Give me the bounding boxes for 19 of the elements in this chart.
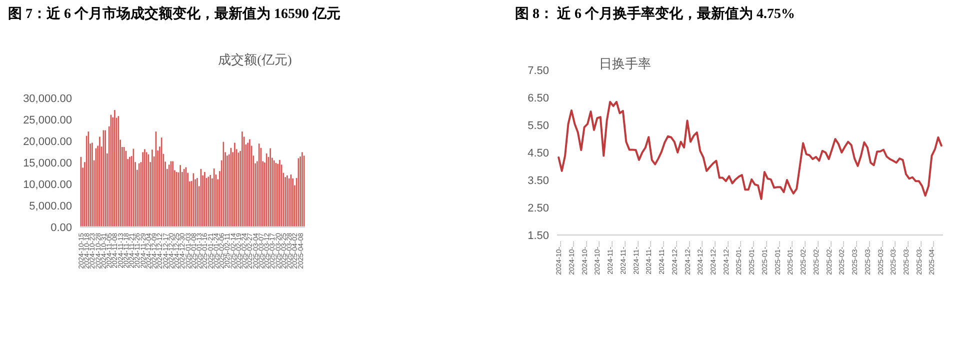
- y-tick-label: 0.00: [50, 222, 72, 234]
- y-tick-label: 7.50: [528, 65, 549, 77]
- y-tick-label: 1.50: [528, 230, 549, 242]
- y-tick-label: 15,000.00: [23, 158, 72, 170]
- chart-title: 图 8： 近 6 个月换手率变化，最新值为 4.75%: [515, 5, 795, 22]
- chart-subtitle: 日换手率: [599, 56, 651, 71]
- chart-title: 图 7：近 6 个月市场成交额变化，最新值为 16590 亿元: [8, 5, 340, 22]
- y-tick-label: 30,000.00: [23, 93, 72, 105]
- y-tick-label: 25,000.00: [23, 114, 72, 126]
- y-tick-label: 2.50: [528, 202, 549, 214]
- y-tick-label: 5.50: [528, 120, 549, 132]
- y-tick-label: 3.50: [528, 175, 549, 187]
- y-tick-label: 20,000.00: [23, 136, 72, 148]
- chart-subtitle: 成交额(亿元): [218, 52, 292, 67]
- y-tick-label: 10,000.00: [23, 179, 72, 191]
- line-series: [558, 100, 942, 200]
- y-tick-label: 4.50: [528, 148, 549, 160]
- y-tick-label: 6.50: [528, 92, 549, 104]
- y-tick-label: 5,000.00: [29, 200, 72, 212]
